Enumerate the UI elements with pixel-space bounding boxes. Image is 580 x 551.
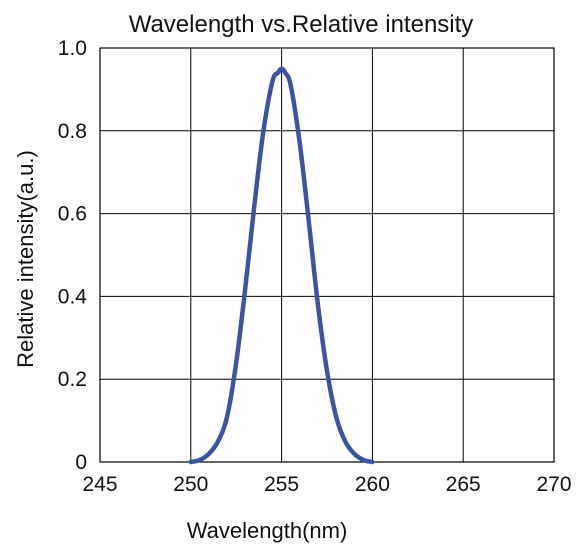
y-tick-label: 0 bbox=[75, 451, 87, 474]
y-axis-ticks: 0 0.2 0.4 0.6 0.8 1.0 bbox=[58, 37, 88, 474]
x-tick-label: 260 bbox=[355, 473, 390, 496]
y-tick-label: 0.8 bbox=[58, 120, 87, 143]
series-layer bbox=[188, 66, 375, 465]
y-tick-label: 0.4 bbox=[58, 285, 88, 308]
x-tick-label: 265 bbox=[446, 473, 481, 496]
plot-frame bbox=[99, 47, 555, 463]
x-tick-label: 250 bbox=[173, 473, 208, 496]
y-tick-label: 0.2 bbox=[58, 368, 87, 391]
y-tick-label: 1.0 bbox=[58, 37, 87, 60]
x-tick-label: 245 bbox=[82, 473, 117, 496]
chart-title: Wavelength vs.Relative intensity bbox=[129, 11, 474, 38]
x-axis-ticks: 245 250 255 260 265 270 bbox=[82, 473, 571, 496]
x-axis-title: Wavelength(nm) bbox=[187, 518, 348, 543]
grid bbox=[100, 48, 554, 462]
x-tick-label: 270 bbox=[536, 473, 571, 496]
y-tick-label: 0.6 bbox=[58, 203, 87, 226]
series-line bbox=[188, 66, 375, 465]
x-tick-label: 255 bbox=[264, 473, 299, 496]
y-axis-title: Relative intensity(a.u.) bbox=[13, 150, 38, 368]
